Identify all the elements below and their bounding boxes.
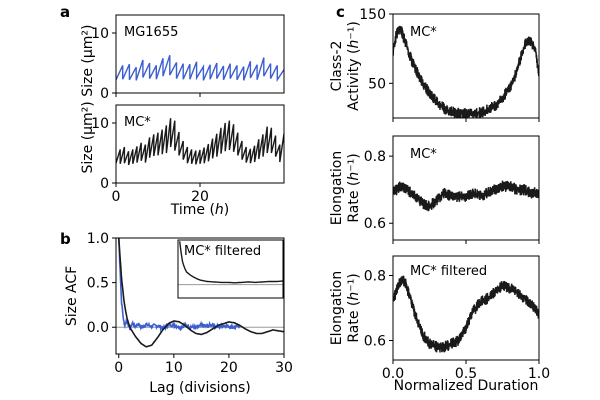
- y-tick-label: 150: [359, 7, 386, 23]
- series-band-mc-: [393, 25, 539, 118]
- annotation-mc-c-top: MC*: [410, 25, 437, 40]
- axes-frame: [115, 237, 285, 355]
- series-line-mg1655: [116, 54, 284, 83]
- chart-a-top: 0 10 MG1655: [91, 14, 285, 102]
- annotation-mc: MC*: [124, 115, 151, 130]
- y-tick-label: 0.8: [364, 149, 386, 165]
- plot-area-c-mid: 0.6 0.8: [364, 149, 540, 244]
- axes-frame: [392, 255, 540, 361]
- axes-frame: [115, 104, 285, 184]
- y-tick-label: 0.8: [364, 269, 386, 285]
- plot-area-inset: [178, 241, 283, 286]
- x-tick-label: 0.0: [382, 366, 404, 382]
- inset-background: [178, 240, 283, 298]
- annotation-mg1655: MG1655: [124, 25, 178, 40]
- panel-label-b: b: [60, 230, 71, 248]
- series-band-mc-filtered: [393, 275, 539, 353]
- plot-area-a-bottom: 0 10 0 20: [91, 116, 284, 205]
- y-axis-label-size-a: Size (μm²) Size (μm²): [80, 25, 96, 174]
- series-line-mc-filtered: [179, 241, 283, 284]
- chart-a-bottom: 0 10 0 20 MC* Time (h): [91, 104, 285, 218]
- series-line-mg1655: [118, 238, 241, 333]
- chart-c-bottom: 0.6 0.8 0.0 0.5 1.0 MC* filtered ElongationR…: [329, 255, 550, 394]
- axes-frame: [115, 14, 285, 94]
- x-tick-label: 0.5: [455, 366, 477, 382]
- x-tick-label: 0: [114, 360, 123, 376]
- series-line-mc-: [116, 118, 284, 166]
- axes-frame: [392, 135, 540, 241]
- y-tick-label: 10: [91, 116, 109, 132]
- y-tick-label: 0.6: [364, 334, 386, 350]
- x-tick-label: 20: [220, 360, 238, 376]
- chart-b: 0.0 0.5 1.0 0 10 20 30 Size ACF Lag (divisions…: [64, 231, 293, 396]
- chart-c-mid: 0.6 0.8 MC* ElongationRate (h⁻¹): [329, 135, 540, 244]
- annotation-mc-c-mid: MC*: [410, 147, 437, 162]
- y-axis-label-class2: Class-2Activity (h⁻¹): [329, 21, 362, 111]
- x-tick-label: 30: [275, 360, 293, 376]
- panel-label-c: c: [336, 3, 345, 21]
- plot-area-a-top: 0 10: [91, 26, 284, 102]
- plot-area-b: 0.0 0.5 1.0 0 10 20 30: [87, 231, 293, 376]
- y-tick-label: 0.5: [87, 276, 109, 292]
- y-tick-label: 50: [368, 76, 386, 92]
- y-tick-label: 0.6: [364, 216, 386, 232]
- annotation-mc-filtered-c: MC* filtered: [410, 264, 487, 279]
- inset-frame: [177, 239, 284, 299]
- plot-area-c-top: 50 150: [359, 7, 540, 122]
- series-band-mc-: [393, 180, 539, 212]
- y-tick-label: 0: [100, 86, 109, 102]
- x-tick-label: 20: [191, 189, 209, 205]
- x-tick-label: 10: [165, 360, 183, 376]
- y-tick-label: 1.0: [87, 231, 109, 247]
- panel-label-a: a: [60, 3, 70, 21]
- x-tick-label: 1.0: [528, 366, 550, 382]
- y-axis-label-elongation-mid: ElongationRate (h⁻¹): [329, 151, 362, 225]
- chart-c-top: 50 150 MC* Class-2Activity (h⁻¹): [329, 7, 540, 122]
- x-tick-label: 0: [112, 189, 121, 205]
- series-line-mc-: [118, 238, 284, 348]
- plot-area-c-bottom: 0.6 0.8 0.0 0.5 1.0: [364, 269, 550, 383]
- y-axis-label-elongation-bottom: ElongationRate (h⁻¹): [329, 271, 362, 345]
- axes-frame: [392, 13, 540, 119]
- y-tick-label: 10: [91, 26, 109, 42]
- y-tick-label: 0.0: [87, 320, 109, 336]
- x-axis-label-lag: Lag (divisions): [149, 380, 251, 396]
- x-axis-label-time: Time (h): [170, 202, 230, 218]
- x-axis-label-normalized: Normalized Duration: [394, 378, 539, 394]
- y-tick-label: 0: [100, 176, 109, 192]
- inset-b: MC* filtered: [177, 239, 284, 299]
- y-axis-label-acf: Size ACF: [64, 266, 80, 326]
- annotation-mc-filtered-inset: MC* filtered: [184, 244, 261, 259]
